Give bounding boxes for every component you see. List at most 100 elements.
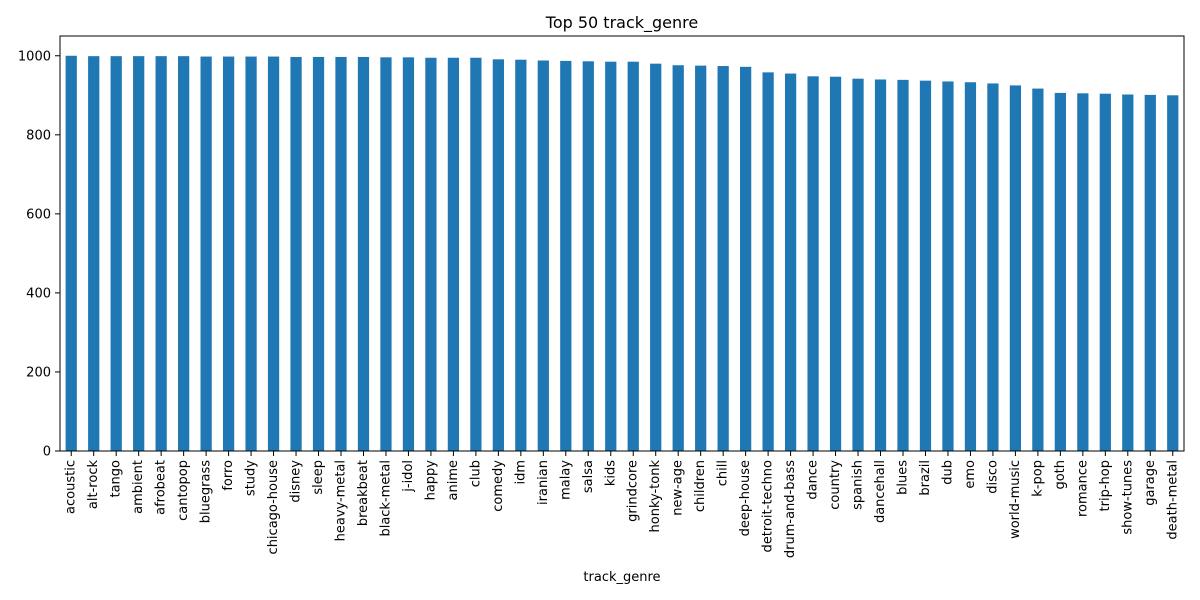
bar-chill (717, 66, 729, 451)
y-axis: 0 200 400 600 800 1000 (18, 49, 60, 460)
x-tick-label-detroit-techno: detroit-techno (761, 460, 776, 552)
bar-blues (897, 79, 909, 452)
bar-dub (942, 81, 954, 451)
bar-acoustic (65, 55, 77, 451)
x-tick-label-alt-rock: alt-rock (86, 460, 101, 510)
x-tick-label-acoustic: acoustic (64, 460, 79, 514)
y-tick-label-1000: 1000 (18, 49, 51, 64)
y-tick-label-400: 400 (26, 286, 51, 301)
x-tick-label-disco: disco (985, 460, 1000, 494)
x-tick-label-new-age: new-age (671, 460, 686, 516)
x-tick-label-kids: kids (603, 460, 618, 486)
x-tick-label-malay: malay (558, 460, 573, 500)
x-tick-label-iranian: iranian (536, 460, 551, 505)
bar-club (470, 57, 482, 452)
x-tick-label-romance: romance (1075, 460, 1090, 517)
y-tick-label-600: 600 (26, 207, 51, 222)
x-tick-label-trip-hop: trip-hop (1098, 460, 1113, 511)
x-tick-label-breakbeat: breakbeat (356, 460, 371, 526)
x-tick-label-dancehall: dancehall (873, 460, 888, 523)
bar-black-metal (380, 57, 392, 452)
x-tick-label-dub: dub (940, 460, 955, 485)
x-tick-label-honky-tonk: honky-tonk (648, 460, 663, 533)
x-tick-label-death-metal: death-metal (1165, 460, 1180, 540)
bar-heavy-metal (335, 56, 347, 451)
bar-trip-hop (1099, 93, 1111, 451)
bar-goth (1054, 92, 1066, 451)
x-tick-label-study: study (244, 460, 259, 496)
bar-deep-house (740, 66, 752, 451)
x-tick-label-chicago-house: chicago-house (266, 460, 281, 554)
x-tick-label-heavy-metal: heavy-metal (334, 460, 349, 541)
x-axis: acoustic alt-rock tango ambient afrobeat cant… (64, 451, 1180, 558)
bar-alt-rock (88, 56, 100, 451)
bar-comedy (492, 59, 504, 451)
bar-show-tunes (1122, 94, 1134, 451)
bar-dancehall (874, 79, 887, 451)
bar-breakbeat (357, 56, 370, 451)
bar-ambient (133, 56, 145, 451)
x-tick-label-ambient: ambient (131, 460, 146, 514)
x-tick-label-goth: goth (1053, 460, 1068, 490)
bar-bluegrass (200, 56, 212, 452)
y-tick-label-200: 200 (26, 365, 51, 380)
bar-world-music (1009, 85, 1022, 452)
x-tick-label-cantopop: cantopop (176, 460, 191, 521)
bars-layer (65, 55, 1179, 452)
bar-death-metal (1167, 95, 1179, 451)
x-tick-label-world-music: world-music (1008, 460, 1023, 539)
bar-garage (1144, 94, 1156, 451)
x-tick-label-anime: anime (446, 460, 461, 500)
x-tick-label-chill: chill (716, 460, 731, 486)
bar-dance (807, 76, 819, 451)
bar-forro (222, 56, 235, 452)
bar-children (695, 65, 707, 451)
bar-study (245, 56, 257, 452)
bar-disco (987, 83, 999, 452)
x-tick-label-happy: happy (423, 460, 438, 501)
x-axis-label: track_genre (583, 570, 660, 585)
x-tick-label-country: country (828, 460, 843, 510)
bar-j-idol (402, 57, 415, 452)
x-tick-label-j-idol: j-idol (401, 460, 416, 493)
x-tick-label-brazil: brazil (918, 460, 933, 496)
x-tick-label-k-pop: k-pop (1030, 460, 1045, 497)
x-tick-label-club: club (468, 460, 483, 487)
x-tick-label-sleep: sleep (311, 460, 326, 495)
x-tick-label-disney: disney (289, 460, 304, 503)
bar-detroit-techno (762, 72, 774, 452)
x-tick-label-blues: blues (896, 460, 911, 495)
bar-anime (447, 57, 460, 452)
bar-grindcore (627, 61, 639, 451)
bar-sleep (312, 56, 325, 451)
bar-spanish (852, 78, 864, 451)
x-tick-label-forro: forro (221, 460, 236, 491)
chart-title: Top 50 track_genre (545, 13, 698, 33)
x-tick-label-dance: dance (806, 460, 821, 500)
bar-k-pop (1032, 88, 1044, 451)
x-tick-label-comedy: comedy (491, 460, 506, 512)
x-tick-label-afrobeat: afrobeat (154, 460, 169, 515)
x-tick-label-drum-and-bass: drum-and-bass (783, 460, 798, 558)
x-tick-label-garage: garage (1143, 460, 1158, 506)
bar-romance (1077, 93, 1089, 451)
bar-drum-and-bass (784, 73, 797, 452)
bar-iranian (537, 60, 549, 451)
bar-cantopop (178, 56, 190, 451)
x-tick-label-black-metal: black-metal (378, 460, 393, 537)
bar-tango (110, 56, 122, 451)
bar-afrobeat (155, 56, 167, 451)
x-tick-label-tango: tango (109, 460, 124, 498)
plot-frame (59, 35, 1185, 452)
bar-malay (560, 60, 572, 452)
x-tick-label-emo: emo (963, 460, 978, 489)
x-tick-label-deep-house: deep-house (738, 460, 753, 536)
bar-kids (605, 61, 617, 451)
x-tick-label-salsa: salsa (581, 460, 596, 493)
bar-brazil (919, 80, 932, 451)
bar-disney (290, 56, 302, 451)
bar-honky-tonk (650, 63, 662, 452)
x-tick-label-spanish: spanish (851, 460, 866, 510)
